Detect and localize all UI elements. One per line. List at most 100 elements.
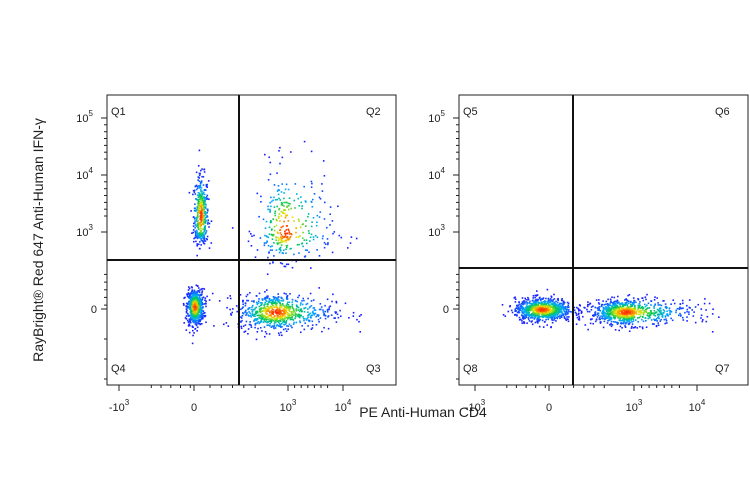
event-dot <box>292 313 294 316</box>
event-dot <box>271 316 274 319</box>
event-dot <box>199 300 202 302</box>
event-dot <box>664 316 667 318</box>
event-dot <box>275 304 278 307</box>
event-dot <box>206 235 209 238</box>
event-dot <box>281 310 283 312</box>
event-dot <box>285 239 287 241</box>
event-dot <box>320 308 322 311</box>
event-dot <box>621 313 624 316</box>
event-dot <box>317 315 319 317</box>
event-dot <box>566 312 569 314</box>
event-dot <box>608 319 610 321</box>
event-dot <box>672 299 674 301</box>
event-dot <box>188 191 191 194</box>
event-dot <box>282 328 285 331</box>
event-dot <box>602 312 604 314</box>
event-dot <box>569 310 572 313</box>
event-dot <box>311 327 314 329</box>
event-dot <box>631 311 634 313</box>
event-dot <box>291 313 293 315</box>
event-dot <box>283 236 285 238</box>
event-dot <box>286 305 289 308</box>
event-dot <box>514 308 517 310</box>
event-dot <box>323 218 326 220</box>
event-dot <box>640 311 643 314</box>
event-dot <box>244 324 247 326</box>
event-dot <box>548 301 551 303</box>
event-dot <box>516 305 519 307</box>
event-dot <box>193 237 195 240</box>
event-dot <box>550 303 552 305</box>
event-dot <box>310 180 313 183</box>
event-dot <box>611 310 614 313</box>
event-dot <box>673 302 676 305</box>
event-dot <box>194 207 197 209</box>
event-dot <box>552 314 554 316</box>
event-dot <box>527 317 530 319</box>
event-dot <box>192 295 194 297</box>
event-dot <box>305 220 307 222</box>
event-dot <box>258 308 261 310</box>
event-dot <box>647 315 650 317</box>
event-dot <box>567 302 570 305</box>
event-dot <box>628 320 630 322</box>
event-dot <box>266 303 268 305</box>
event-dot <box>285 304 288 307</box>
event-dot <box>206 186 208 188</box>
event-dot <box>658 310 661 313</box>
event-dot <box>254 326 256 329</box>
event-dot <box>199 225 202 228</box>
event-dot <box>266 300 268 303</box>
event-dot <box>285 306 288 308</box>
event-dot <box>309 240 311 242</box>
event-dot <box>628 311 631 314</box>
event-dot <box>195 299 197 302</box>
event-dot <box>552 315 554 318</box>
event-dot <box>198 314 200 316</box>
event-dot <box>286 232 289 235</box>
event-dot <box>618 319 621 322</box>
event-dot <box>194 310 197 312</box>
event-dot <box>680 314 682 316</box>
event-dot <box>550 315 552 317</box>
event-dot <box>633 299 636 302</box>
event-dot <box>279 306 281 309</box>
event-dot <box>203 227 206 229</box>
event-dot <box>544 320 546 323</box>
event-dot <box>529 314 532 316</box>
event-dot <box>592 314 594 317</box>
event-dot <box>624 299 626 301</box>
event-dot <box>198 180 201 183</box>
event-dot <box>602 306 605 309</box>
event-dot <box>279 247 281 250</box>
event-dot <box>314 312 317 315</box>
event-dot <box>645 308 647 311</box>
event-dot <box>199 194 202 196</box>
event-dot <box>340 236 343 239</box>
event-dot <box>285 293 287 295</box>
event-dot <box>664 315 667 317</box>
event-dot <box>626 304 629 307</box>
event-dot <box>190 308 193 310</box>
event-dot <box>297 306 300 309</box>
event-dot <box>630 309 632 311</box>
event-dot <box>302 297 304 300</box>
event-dot <box>605 317 608 320</box>
event-dot <box>284 233 287 235</box>
event-dot <box>532 295 535 297</box>
event-dot <box>186 307 189 309</box>
event-dot <box>324 201 326 204</box>
event-dot <box>551 306 554 309</box>
event-dot <box>293 220 295 222</box>
event-dot <box>522 317 524 320</box>
event-dot <box>675 311 677 314</box>
event-dot <box>271 303 273 305</box>
event-dot <box>291 233 293 236</box>
event-dot <box>650 300 652 302</box>
event-dot <box>226 306 228 309</box>
event-dot <box>267 324 269 326</box>
event-dot <box>274 302 276 305</box>
event-dot <box>229 297 232 300</box>
event-dot <box>521 308 524 311</box>
event-dot <box>281 326 283 328</box>
